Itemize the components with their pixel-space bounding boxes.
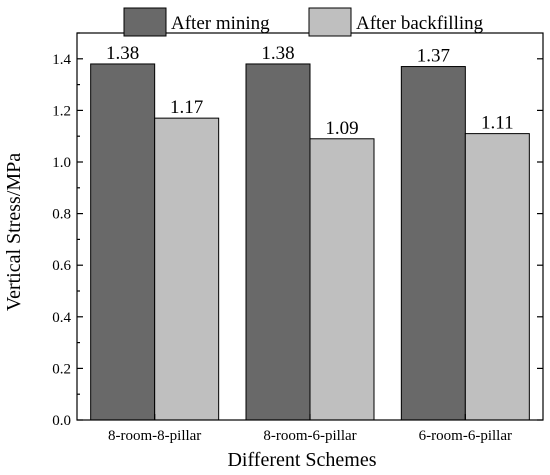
legend-swatch-after-backfilling	[308, 7, 352, 37]
legend-swatch-after-mining	[123, 7, 167, 37]
x-axis-title: Different Schemes	[227, 449, 376, 471]
data-label: 1.38	[261, 43, 294, 64]
x-tick-label: 8-room-6-pillar	[263, 428, 356, 444]
x-tick-label: 6-room-6-pillar	[419, 428, 512, 444]
bar-after-backfilling-1	[309, 138, 375, 421]
data-labels: 1.38 1.17 1.38 1.09 1.37 1.11	[106, 43, 514, 139]
y-tick-label: 0.8	[52, 207, 71, 223]
y-tick-label: 0.0	[52, 413, 71, 429]
y-tick-label: 1.0	[52, 155, 71, 171]
plot-area	[90, 63, 530, 421]
data-label: 1.09	[325, 118, 358, 139]
legend: After mining After backfilling	[123, 7, 484, 37]
y-tick-label: 0.4	[52, 310, 71, 326]
legend-label-after-backfilling: After backfilling	[356, 13, 484, 34]
y-tick-label: 0.2	[52, 361, 71, 377]
data-label: 1.17	[170, 97, 203, 118]
y-tick-label: 1.2	[52, 103, 71, 119]
bar-after-mining-2	[400, 66, 466, 421]
data-label: 1.11	[481, 113, 514, 134]
x-tick-label: 8-room-8-pillar	[108, 428, 201, 444]
bar-after-mining-0	[90, 63, 156, 421]
data-label: 1.38	[106, 43, 139, 64]
y-tick-label: 1.4	[52, 52, 71, 68]
data-label: 1.37	[417, 46, 450, 67]
bar-after-backfilling-0	[154, 117, 220, 421]
y-tick-label: 0.6	[52, 258, 71, 274]
bar-after-mining-1	[245, 63, 311, 421]
axis-ticks: 0.0 0.2 0.4 0.6 0.8 1.0 1.2 1.4 8-room-8-pillar 8…	[52, 32, 543, 444]
y-axis-title: Vertical Stress/MPa	[3, 153, 25, 311]
legend-label-after-mining: After mining	[171, 13, 270, 34]
bar-after-backfilling-2	[464, 133, 530, 421]
